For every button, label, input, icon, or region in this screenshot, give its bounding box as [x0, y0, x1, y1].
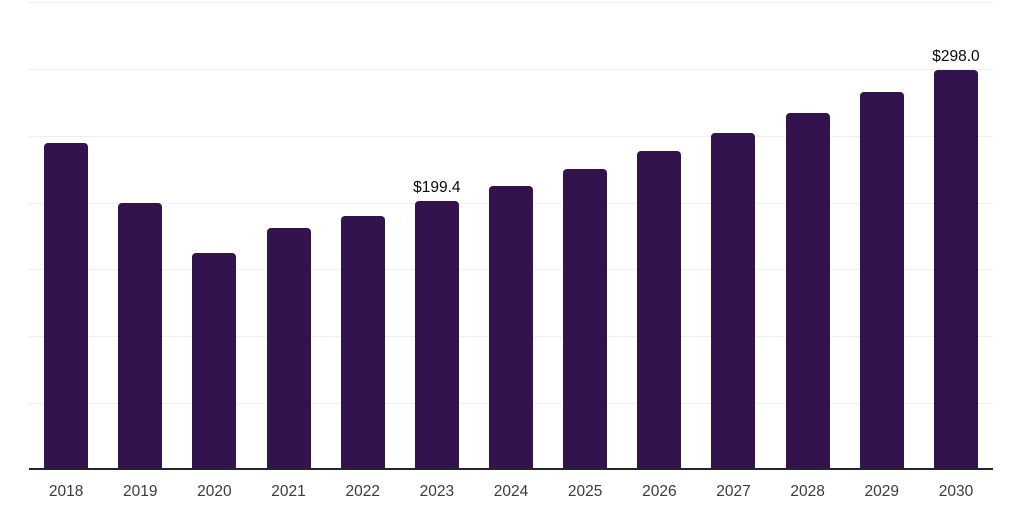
bar-slot-2021 — [251, 2, 325, 468]
x-axis-label-2029: 2029 — [864, 483, 900, 500]
bar-slot-2020 — [177, 2, 251, 468]
bar-slot-2022 — [326, 2, 400, 468]
x-axis-label-2020: 2020 — [197, 483, 232, 500]
x-axis-label-2018: 2018 — [48, 483, 84, 500]
x-axis-label-2021: 2021 — [271, 483, 306, 500]
x-axis-labels: 2018 2019 2020 2021 2022 2023 2024 2025 2026 2027… — [29, 482, 993, 502]
x-axis-label-2028: 2028 — [790, 483, 825, 500]
bar-slot-2025 — [548, 2, 622, 468]
x-axis-label-2019: 2019 — [122, 483, 158, 500]
bar-2018 — [44, 143, 89, 468]
bar-slot-2027 — [696, 2, 770, 468]
bar-2027 — [711, 132, 756, 468]
x-axis-label-2030: 2030 — [938, 483, 974, 500]
x-axis-label-2022: 2022 — [345, 483, 380, 500]
bar-2020 — [192, 253, 237, 468]
bar-2028 — [785, 112, 830, 468]
x-axis-label-2024: 2024 — [493, 483, 529, 500]
bar-2025 — [563, 168, 608, 468]
value-label-2023: $199.4 — [413, 179, 461, 197]
bar-2024 — [489, 185, 534, 468]
bar-2022 — [340, 215, 385, 468]
bar-slot-2019 — [103, 2, 177, 468]
bar-2029 — [859, 91, 904, 468]
bar-2019 — [118, 202, 163, 468]
value-label-2030: $298.0 — [932, 47, 980, 65]
x-axis-label-2026: 2026 — [642, 483, 677, 500]
x-axis-label-2023: 2023 — [419, 483, 455, 500]
bar-2021 — [266, 227, 311, 468]
bar-2030 — [933, 69, 978, 468]
bar-slot-2018 — [29, 2, 103, 468]
bar-2023 — [414, 201, 459, 468]
bar-slot-2028 — [771, 2, 845, 468]
bar-slot-2030: $298.0 — [919, 2, 993, 468]
x-axis-label-2027: 2027 — [716, 483, 751, 500]
bar-slot-2024 — [474, 2, 548, 468]
bar-slot-2029 — [845, 2, 919, 468]
plot-area: $199.4 $298.0 — [29, 2, 993, 470]
bar-slot-2023: $199.4 — [400, 2, 474, 468]
bar-2026 — [637, 151, 682, 468]
bar-slot-2026 — [622, 2, 696, 468]
x-axis-label-2025: 2025 — [567, 483, 603, 500]
